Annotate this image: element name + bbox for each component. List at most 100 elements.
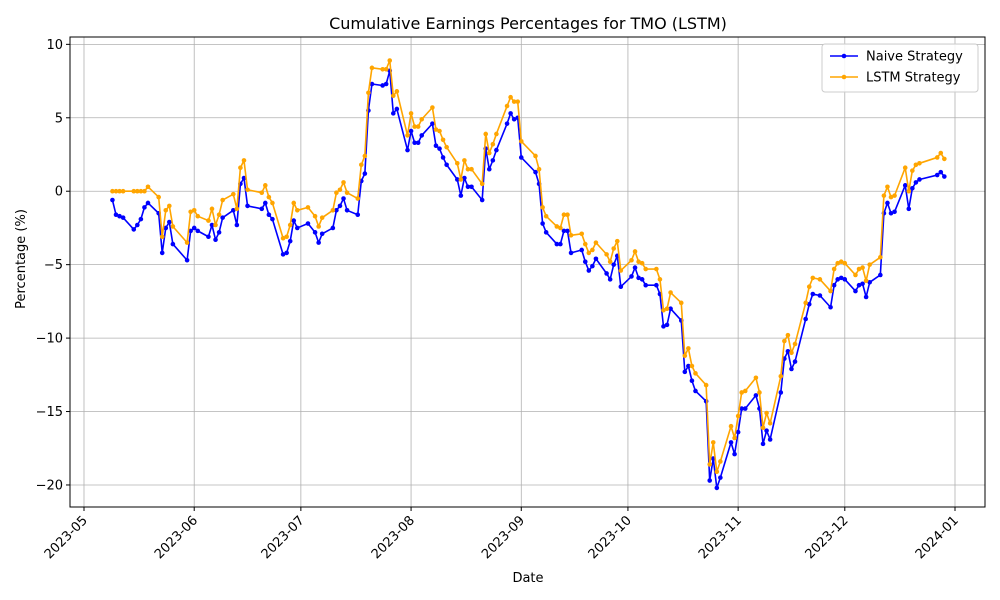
data-point: [732, 435, 737, 441]
data-point: [465, 184, 471, 190]
data-point: [355, 212, 361, 218]
data-point: [910, 185, 915, 191]
data-point: [284, 250, 289, 256]
data-point: [853, 288, 858, 294]
data-point: [913, 162, 919, 168]
data-point: [110, 188, 115, 194]
data-point: [117, 188, 122, 194]
series-0: [110, 68, 947, 491]
data-point: [885, 200, 890, 206]
data-point: [142, 188, 147, 194]
data-point: [444, 162, 449, 168]
data-point: [280, 252, 286, 257]
legend-box: [821, 43, 979, 93]
data-point: [263, 200, 268, 206]
data-point: [590, 263, 595, 269]
data-point: [906, 206, 912, 212]
data-point: [263, 183, 268, 188]
data-point: [120, 188, 126, 194]
data-point: [206, 218, 211, 223]
data-point: [792, 359, 798, 364]
data-point: [789, 366, 794, 372]
data-point: [803, 300, 808, 306]
data-point: [860, 281, 865, 287]
data-point: [728, 423, 734, 429]
data-point: [266, 194, 272, 200]
data-point: [359, 162, 364, 168]
y-tick-label: 0: [55, 185, 63, 200]
data-point: [682, 353, 688, 359]
data-point: [728, 440, 734, 445]
data-point: [735, 429, 741, 435]
data-point: [810, 275, 816, 281]
data-point: [145, 200, 151, 206]
data-point: [412, 140, 417, 146]
data-point: [607, 259, 613, 265]
data-point: [693, 371, 698, 376]
data-point: [533, 153, 538, 159]
data-point: [145, 184, 151, 190]
data-point: [295, 208, 300, 213]
data-point: [479, 197, 485, 203]
data-point: [582, 241, 588, 247]
data-point: [739, 406, 744, 411]
data-point: [362, 171, 368, 176]
data-point: [732, 451, 737, 457]
data-point: [486, 166, 492, 172]
data-point: [131, 188, 137, 194]
data-point: [657, 277, 663, 282]
data-point: [135, 188, 140, 194]
data-point: [664, 322, 670, 328]
data-point: [220, 197, 225, 203]
data-point: [710, 440, 716, 445]
data-point: [110, 197, 115, 203]
data-point: [682, 369, 688, 375]
data-point: [639, 277, 645, 282]
data-point: [486, 150, 492, 156]
data-point: [902, 183, 908, 188]
data-point: [216, 212, 222, 218]
data-point: [319, 231, 325, 237]
data-point: [195, 213, 201, 219]
grid: [70, 37, 985, 507]
data-point: [714, 469, 720, 475]
chart-title: Cumulative Earnings Percentages for TMO …: [329, 14, 727, 33]
data-point: [757, 390, 762, 395]
data-point: [462, 175, 467, 181]
data-point: [494, 131, 499, 137]
data-point: [835, 260, 840, 266]
data-point: [380, 83, 385, 88]
data-point: [785, 349, 791, 354]
data-point: [287, 222, 293, 228]
data-point: [917, 161, 922, 166]
data-point: [938, 150, 944, 156]
data-point: [191, 225, 197, 231]
data-point: [828, 288, 833, 294]
data-point: [355, 196, 361, 201]
data-point: [383, 81, 389, 87]
data-point: [942, 174, 947, 179]
data-point: [778, 373, 784, 379]
data-point: [742, 406, 748, 411]
data-point: [828, 304, 833, 310]
data-point: [394, 89, 400, 94]
data-point: [405, 147, 410, 153]
series-1: [110, 58, 947, 475]
data-point: [753, 375, 759, 381]
data-point: [878, 255, 883, 260]
data-point: [806, 302, 812, 307]
data-point: [579, 231, 585, 237]
data-point: [163, 225, 169, 231]
data-point: [220, 215, 225, 220]
y-axis-ticks: 10 5 0 −5 −10 −15 −20: [36, 38, 70, 493]
data-point: [892, 193, 897, 198]
data-point: [241, 158, 247, 163]
data-point: [241, 175, 247, 181]
data-point: [543, 213, 549, 219]
data-point: [590, 247, 595, 253]
data-point: [540, 221, 545, 226]
data-point: [614, 238, 620, 244]
data-point: [782, 338, 787, 344]
data-point: [131, 227, 137, 232]
data-point: [213, 222, 218, 228]
